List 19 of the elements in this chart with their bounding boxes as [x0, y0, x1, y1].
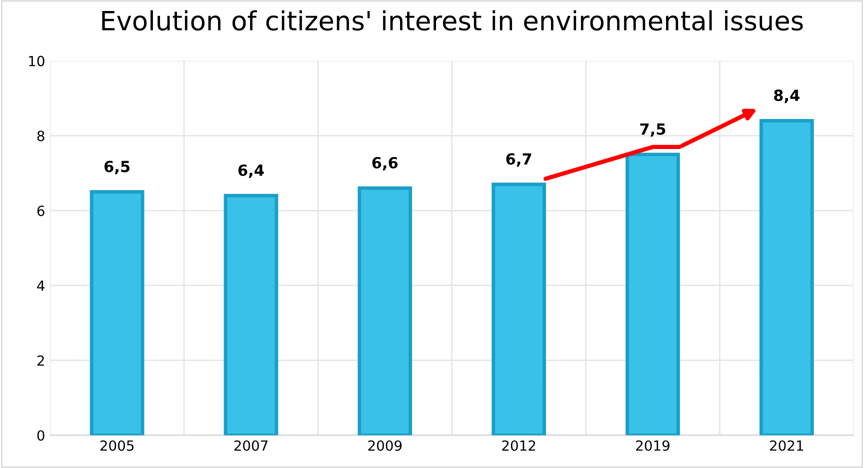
data-label: 6,7: [506, 153, 532, 167]
y-tick-label: 0: [37, 430, 44, 441]
x-tick-label: 2009: [368, 440, 402, 451]
y-tick-label: 8: [37, 130, 44, 142]
x-tick-label: 2005: [100, 440, 134, 451]
chart-title: Evolution of citizens' interest in environmental issues: [102, 10, 803, 31]
y-tick-label: 6: [37, 206, 44, 216]
y-tick-label: 10: [29, 56, 44, 66]
data-label: 7,5: [640, 123, 666, 137]
data-label: 6,4: [238, 164, 264, 178]
data-label: 6,6: [372, 156, 398, 170]
x-tick-label: 2021: [770, 440, 804, 451]
x-tick-label: 2007: [234, 440, 268, 451]
y-tick-label: 2: [37, 355, 44, 366]
data-label: 8,4: [774, 90, 800, 104]
x-tick-label: 2019: [636, 440, 670, 451]
data-label: 6,5: [104, 160, 130, 174]
x-tick-label: 2012: [502, 440, 536, 451]
y-tick-label: 4: [37, 280, 44, 291]
